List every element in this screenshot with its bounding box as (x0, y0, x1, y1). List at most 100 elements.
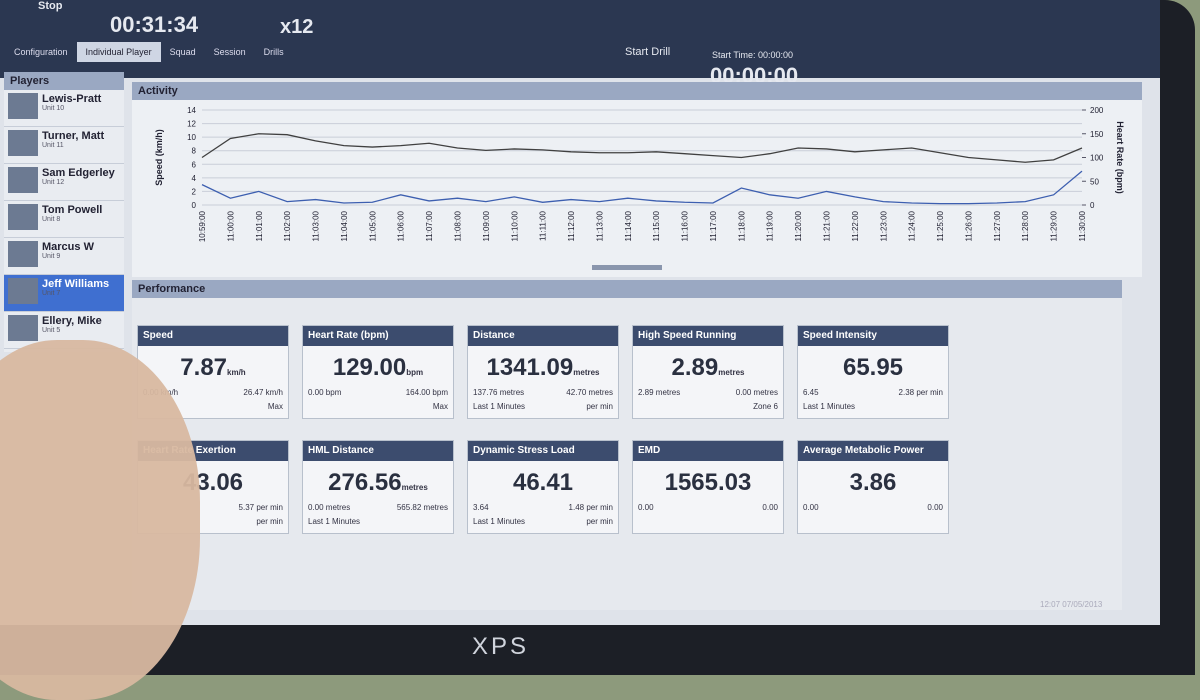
y-tick-label: 6 (192, 160, 197, 169)
footer-left: Last 1 Minutes (308, 517, 361, 526)
players-count: x12 (280, 16, 314, 38)
footer-left: Last 1 Minutes (803, 402, 856, 411)
value: 1341.09 (486, 354, 574, 381)
tile-title: Speed Intensity (798, 326, 948, 346)
max-value: 1.48 per min (568, 503, 613, 512)
x-tick-label: 11:02:00 (283, 210, 292, 241)
tab[interactable]: Configuration (14, 47, 68, 57)
value: 276.56 (328, 469, 402, 496)
player-row[interactable]: Sam Edgerley Unit 12 (4, 164, 124, 201)
tile-title: Heart Rate (bpm) (303, 326, 453, 346)
player-row[interactable]: Marcus W Unit 9 (4, 238, 124, 275)
min-value: 0.00 bpm (308, 388, 342, 397)
x-tick-label: 11:06:00 (397, 210, 406, 241)
metric-tile: Speed Intensity 65.95 6.45 2.38 per min Last… (797, 325, 949, 419)
player-row[interactable]: Turner, Matt Unit 11 (4, 127, 124, 164)
player-name: Sam Edgerley (42, 167, 115, 179)
footer-right: per min (256, 517, 283, 526)
scrollbar (592, 265, 662, 270)
tile-value: 129.00bpm (303, 354, 453, 382)
panel-title: Players (4, 72, 124, 90)
metric-tile: Distance 1341.09metres 137.76 metres 42.70 … (467, 325, 619, 419)
min-value: 2.89 metres (638, 388, 681, 397)
y-tick-label: 0 (192, 201, 197, 210)
value: 1565.03 (664, 469, 752, 496)
max-value: 0.00 (762, 503, 778, 512)
x-tick-label: 11:20:00 (794, 210, 803, 241)
tile-title: Speed (138, 326, 288, 346)
value: 2.89 (671, 354, 719, 381)
player-row[interactable]: Lewis-Pratt Unit 10 (4, 90, 124, 127)
metric-tile: EMD 1565.03 0.00 0.00 (632, 440, 784, 534)
y2-tick-label: 200 (1090, 106, 1104, 115)
tile-value: 1341.09metres (468, 354, 618, 382)
tile-value: 1565.03 (633, 469, 783, 497)
tab[interactable]: Squad (169, 47, 196, 57)
y2-tick-label: 0 (1090, 201, 1095, 210)
y-axis-label: Speed (km/h) (154, 129, 164, 186)
unit: metres (573, 368, 600, 377)
x-tick-label: 11:13:00 (595, 210, 604, 241)
stop-button[interactable]: Stop (38, 0, 63, 12)
tile-title: Distance (468, 326, 618, 346)
series-line (201, 170, 1083, 205)
min-value: 0.00 (803, 503, 819, 512)
player-unit: Unit 7 (42, 290, 61, 297)
tile-value: 46.41 (468, 469, 618, 497)
taskbar-clock: 12:07 07/05/2013 (1040, 600, 1102, 609)
max-value: 26.47 km/h (243, 388, 283, 397)
clock: 12:07 (1040, 600, 1061, 609)
player-name: Lewis-Pratt (42, 93, 102, 105)
y-tick-label: 14 (187, 106, 196, 115)
value: 46.41 (512, 469, 574, 496)
tab[interactable]: Drills (263, 47, 284, 57)
x-tick-label: 11:22:00 (851, 210, 860, 241)
player-row[interactable]: Tom Powell Unit 8 (4, 201, 124, 238)
panel-title: Activity (132, 82, 1142, 100)
value: 7.87 (180, 354, 228, 381)
x-tick-label: 11:10:00 (510, 210, 519, 241)
max-value: 42.70 metres (566, 388, 613, 397)
max-value: 5.37 per min (238, 503, 283, 512)
tab[interactable]: Session (213, 47, 246, 57)
avatar (8, 241, 38, 267)
tile-title: Average Metabolic Power (798, 441, 948, 461)
unit: bpm (406, 368, 424, 377)
x-tick-label: 11:01:00 (255, 210, 264, 241)
x-tick-label: 11:09:00 (482, 210, 491, 241)
x-tick-label: 11:08:00 (453, 210, 462, 241)
panel-title: Performance (132, 280, 1122, 298)
x-tick-label: 10:59:00 (198, 210, 207, 242)
footer-right: Max (432, 402, 448, 411)
metric-tile: Dynamic Stress Load 46.41 3.64 1.48 per min… (467, 440, 619, 534)
tile-title: HML Distance (303, 441, 453, 461)
min-value: 137.76 metres (473, 388, 525, 397)
start-time: Start Time: 00:00:00 (712, 50, 794, 60)
footer-right: Zone 6 (753, 402, 778, 411)
player-row[interactable]: Jeff Williams Unit 7 (4, 275, 124, 312)
hand (0, 340, 200, 700)
footer-right: per min (586, 402, 613, 411)
player-name: Tom Powell (42, 204, 103, 216)
start-drill-button[interactable]: Start Drill (625, 46, 671, 58)
unit: km/h (227, 368, 246, 377)
max-value: 2.38 per min (898, 388, 943, 397)
x-tick-label: 11:26:00 (964, 210, 973, 241)
player-name: Turner, Matt (42, 130, 105, 142)
brand-logo: XPS (472, 633, 530, 660)
y2-axis-label: Heart Rate (bpm) (1115, 121, 1125, 194)
tab[interactable]: Individual Player (76, 42, 161, 62)
metric-tile: High Speed Running 2.89metres 2.89 metres 0… (632, 325, 784, 419)
x-tick-label: 11:07:00 (425, 210, 434, 241)
footer-right: per min (586, 517, 613, 526)
elapsed-timer: 00:31:34 (110, 12, 199, 37)
metric-tile: Average Metabolic Power 3.86 0.00 0.00 (797, 440, 949, 534)
min-value: 0.00 (638, 503, 654, 512)
tile-title: EMD (633, 441, 783, 461)
x-tick-label: 11:11:00 (539, 210, 548, 241)
x-tick-label: 11:24:00 (908, 210, 917, 241)
tile-value: 276.56metres (303, 469, 453, 497)
activity-chart: 0 2 4 6 8 10 12 14 0 50 100 150 200 Speed (km/h) Heart… (154, 106, 1125, 270)
